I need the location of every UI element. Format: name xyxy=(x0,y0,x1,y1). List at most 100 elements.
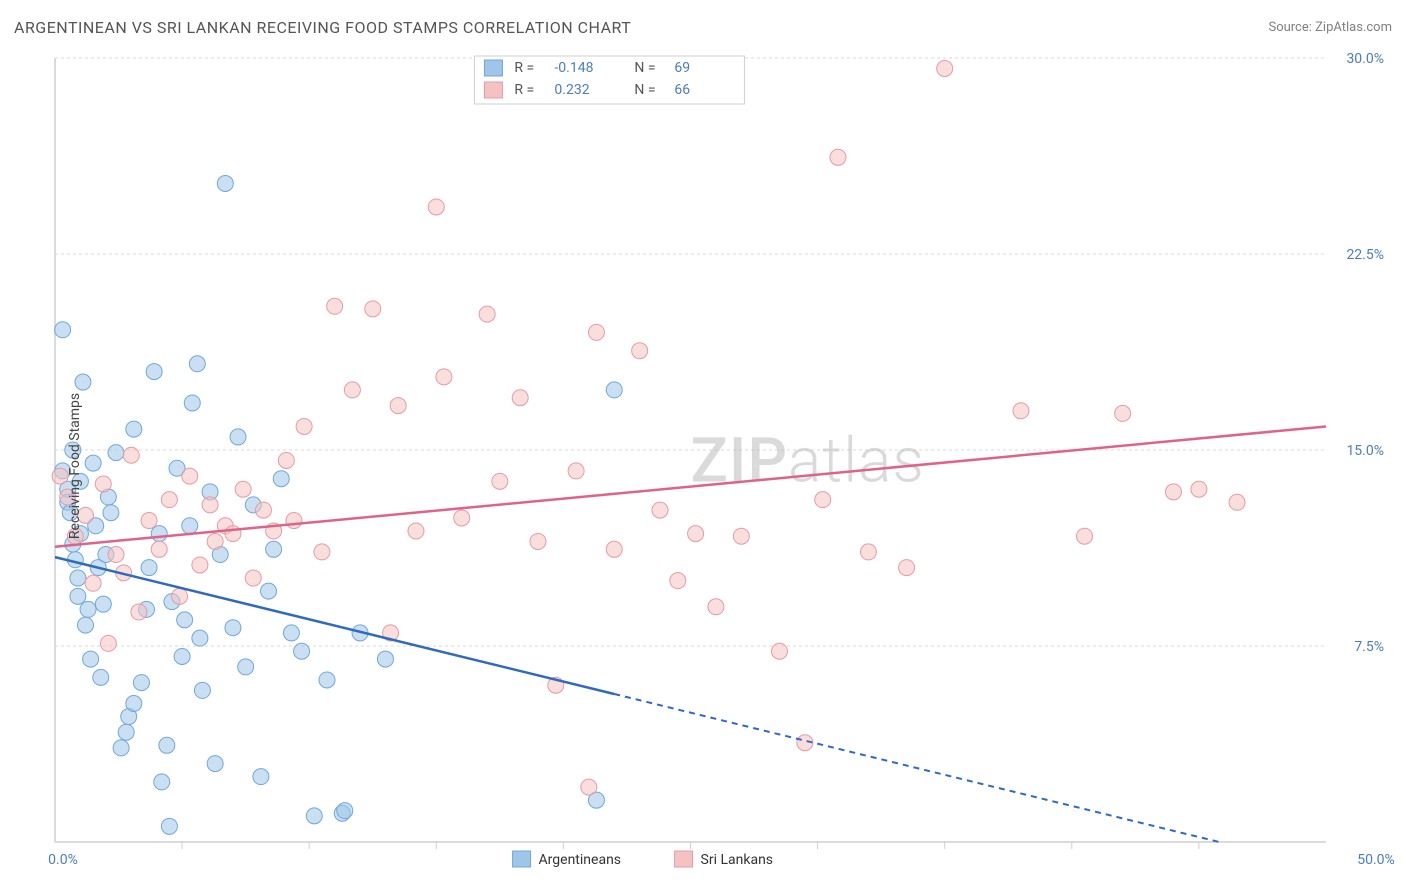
data-point xyxy=(113,740,129,756)
data-point xyxy=(530,533,546,549)
y-tick-label: 22.5% xyxy=(1346,247,1384,263)
data-point xyxy=(70,588,86,604)
legend-swatch xyxy=(513,851,531,867)
data-point xyxy=(238,659,254,675)
data-point xyxy=(174,648,190,664)
data-point xyxy=(294,643,310,659)
y-tick-label: 7.5% xyxy=(1354,639,1384,655)
data-point xyxy=(581,779,597,795)
trend-line-solid xyxy=(55,557,614,694)
data-point xyxy=(408,523,424,539)
legend-r-label: R = xyxy=(514,82,534,98)
data-point xyxy=(95,596,111,612)
data-point xyxy=(108,445,124,461)
data-point xyxy=(377,651,393,667)
data-point xyxy=(161,492,177,508)
x-tick-label: 50.0% xyxy=(1357,852,1395,868)
scatter-chart: 7.5%15.0%22.5%30.0%0.0%50.0%ZIPatlasR =-… xyxy=(10,50,1396,882)
data-point xyxy=(688,526,704,542)
source-label: Source: ZipAtlas.com xyxy=(1268,20,1392,35)
data-point xyxy=(154,774,170,790)
data-point xyxy=(225,526,241,542)
data-point xyxy=(189,356,205,372)
data-point xyxy=(815,492,831,508)
data-point xyxy=(80,601,96,617)
data-point xyxy=(52,468,68,484)
data-point xyxy=(588,324,604,340)
data-point xyxy=(118,724,134,740)
data-point xyxy=(182,468,198,484)
y-tick-label: 30.0% xyxy=(1346,51,1384,67)
data-point xyxy=(306,808,322,824)
data-point xyxy=(568,463,584,479)
data-point xyxy=(278,452,294,468)
data-point xyxy=(479,306,495,322)
data-point xyxy=(365,301,381,317)
data-point xyxy=(126,421,142,437)
data-point xyxy=(860,544,876,560)
data-point xyxy=(225,620,241,636)
legend-n-label: N = xyxy=(634,82,655,98)
legend-n-value: 69 xyxy=(674,60,690,76)
data-point xyxy=(78,617,94,633)
data-point xyxy=(606,541,622,557)
data-point xyxy=(492,473,508,489)
data-point xyxy=(141,513,157,529)
data-point xyxy=(133,675,149,691)
data-point xyxy=(85,575,101,591)
data-point xyxy=(177,612,193,628)
data-point xyxy=(207,756,223,772)
legend-r-value: -0.148 xyxy=(554,60,593,76)
data-point xyxy=(55,322,71,338)
data-point xyxy=(202,497,218,513)
legend-r-label: R = xyxy=(514,60,534,76)
data-point xyxy=(85,455,101,471)
data-point xyxy=(937,60,953,76)
data-point xyxy=(184,395,200,411)
data-point xyxy=(161,818,177,834)
data-point xyxy=(261,583,277,599)
data-point xyxy=(103,505,119,521)
data-point xyxy=(108,547,124,563)
data-point xyxy=(436,369,452,385)
data-point xyxy=(151,541,167,557)
data-point xyxy=(1229,494,1245,510)
data-point xyxy=(207,533,223,549)
data-point xyxy=(512,390,528,406)
data-point xyxy=(606,382,622,398)
legend-n-value: 66 xyxy=(674,82,690,98)
data-point xyxy=(131,604,147,620)
data-point xyxy=(390,398,406,414)
data-point xyxy=(194,682,210,698)
legend-swatch xyxy=(484,60,502,76)
legend-swatch xyxy=(484,82,502,98)
data-point xyxy=(95,476,111,492)
data-point xyxy=(151,526,167,542)
trend-line-dashed xyxy=(614,694,1219,842)
data-point xyxy=(1115,405,1131,421)
data-point xyxy=(319,672,335,688)
plot-area: Receiving Food Stamps 7.5%15.0%22.5%30.0… xyxy=(10,50,1396,882)
legend-swatch xyxy=(675,851,693,867)
data-point xyxy=(454,510,470,526)
data-point xyxy=(314,544,330,560)
data-point xyxy=(708,599,724,615)
data-point xyxy=(344,382,360,398)
legend-series-label: Argentineans xyxy=(539,852,621,868)
data-point xyxy=(255,502,271,518)
data-point xyxy=(632,343,648,359)
data-point xyxy=(830,149,846,165)
data-point xyxy=(245,570,261,586)
data-point xyxy=(235,481,251,497)
data-point xyxy=(141,560,157,576)
watermark: ZIPatlas xyxy=(691,424,925,497)
data-point xyxy=(100,635,116,651)
chart-title: ARGENTINEAN VS SRI LANKAN RECEIVING FOOD… xyxy=(14,18,631,37)
data-point xyxy=(771,643,787,659)
data-point xyxy=(192,630,208,646)
data-point xyxy=(283,625,299,641)
y-tick-label: 15.0% xyxy=(1346,443,1384,459)
legend-r-value: 0.232 xyxy=(554,82,589,98)
data-point xyxy=(337,803,353,819)
data-point xyxy=(286,513,302,529)
